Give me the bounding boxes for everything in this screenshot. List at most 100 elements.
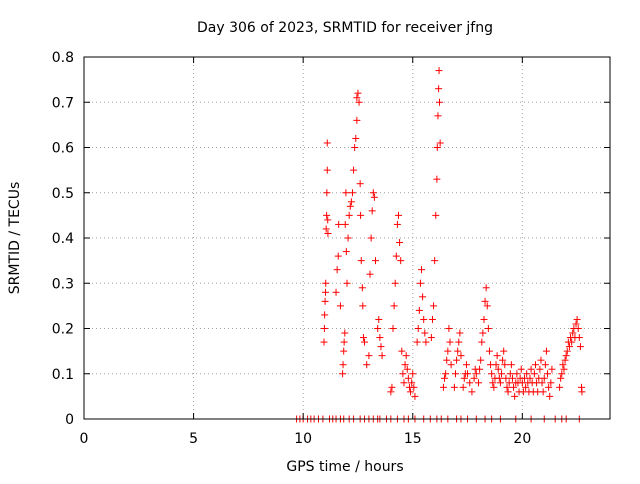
data-point	[442, 370, 450, 378]
data-point	[576, 343, 584, 351]
data-point	[504, 388, 512, 396]
data-point	[390, 302, 398, 310]
data-point	[489, 379, 497, 387]
data-point	[431, 257, 439, 265]
data-point	[346, 202, 354, 210]
data-point	[427, 334, 435, 342]
data-point	[479, 329, 487, 337]
data-point	[578, 388, 586, 396]
data-point	[324, 229, 332, 237]
data-point	[436, 139, 444, 147]
data-point	[439, 383, 447, 391]
data-point	[418, 266, 426, 274]
data-point	[507, 361, 515, 369]
data-point	[342, 248, 350, 256]
data-point	[421, 329, 429, 337]
data-point	[506, 370, 514, 378]
data-point	[341, 220, 349, 228]
data-point	[560, 365, 568, 373]
data-point	[323, 166, 331, 174]
data-point	[530, 370, 538, 378]
data-point	[344, 234, 352, 242]
data-point	[352, 134, 360, 142]
data-point	[422, 338, 430, 346]
data-point	[505, 379, 513, 387]
data-point	[477, 356, 485, 364]
x-axis-label: GPS time / hours	[286, 459, 403, 475]
data-point	[340, 347, 348, 355]
data-point	[369, 189, 377, 197]
y-tick-label: 0	[65, 412, 74, 428]
data-point	[536, 365, 544, 373]
x-tick-label: 15	[404, 431, 422, 447]
data-point	[480, 315, 488, 323]
data-point	[546, 392, 554, 400]
data-point	[336, 302, 344, 310]
data-point	[403, 365, 411, 373]
x-tick-label: 20	[513, 431, 531, 447]
data-point	[366, 270, 374, 278]
data-point	[559, 361, 567, 369]
data-point	[339, 361, 347, 369]
data-point	[370, 193, 378, 201]
data-point	[322, 288, 330, 296]
y-tick-label: 0.7	[52, 95, 74, 111]
data-point	[510, 383, 518, 391]
data-point	[409, 370, 417, 378]
data-point	[482, 284, 490, 292]
data-point	[476, 365, 484, 373]
data-point	[395, 211, 403, 219]
data-point	[481, 297, 489, 305]
data-point	[411, 392, 419, 400]
data-point	[402, 352, 410, 360]
data-point	[391, 279, 399, 287]
data-point	[323, 211, 331, 219]
data-point	[408, 379, 416, 387]
data-point	[416, 279, 424, 287]
data-point	[415, 306, 423, 314]
data-point	[490, 383, 498, 391]
data-point	[434, 112, 442, 120]
data-point	[451, 370, 459, 378]
data-point	[388, 383, 396, 391]
y-axis-label: SRMTID / TECUs	[7, 182, 23, 295]
data-point	[354, 89, 362, 97]
data-point	[435, 98, 443, 106]
data-point	[548, 365, 556, 373]
data-point	[376, 334, 384, 342]
data-point	[508, 374, 516, 382]
data-point	[500, 347, 508, 355]
data-point	[341, 329, 349, 337]
data-point	[398, 347, 406, 355]
data-point	[517, 365, 525, 373]
data-point	[541, 361, 549, 369]
data-point	[561, 356, 569, 364]
data-point	[324, 216, 332, 224]
data-point	[568, 338, 576, 346]
data-point	[401, 361, 409, 369]
data-point	[522, 383, 530, 391]
data-point	[435, 85, 443, 93]
data-point	[493, 352, 501, 360]
data-point	[495, 374, 503, 382]
grid-layer	[84, 57, 610, 419]
data-point	[333, 266, 341, 274]
data-point	[537, 356, 545, 364]
data-point	[544, 370, 552, 378]
data-point	[359, 334, 367, 342]
data-point	[455, 338, 463, 346]
data-point	[387, 388, 395, 396]
data-point	[347, 198, 355, 206]
data-point	[446, 338, 454, 346]
data-point	[353, 116, 361, 124]
data-point	[478, 338, 486, 346]
data-point	[350, 166, 358, 174]
data-point	[321, 311, 329, 319]
data-point	[523, 370, 531, 378]
data-point	[343, 279, 351, 287]
data-point	[348, 189, 356, 197]
data-point	[468, 388, 476, 396]
data-point	[531, 361, 539, 369]
